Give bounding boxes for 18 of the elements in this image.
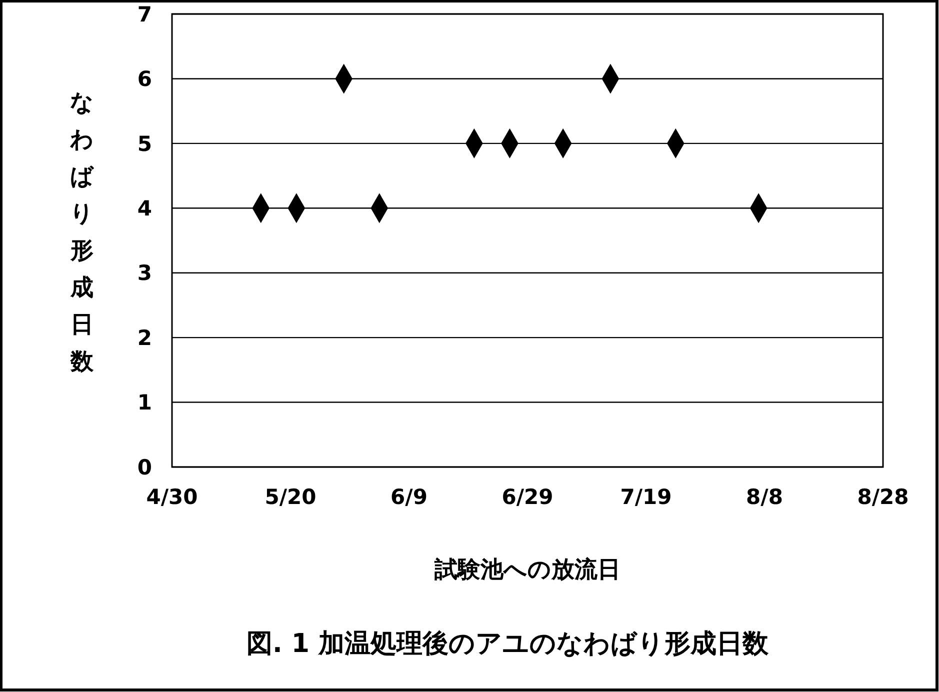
y-tick-label: 4 (137, 196, 152, 220)
x-tick-label: 6/29 (502, 484, 554, 509)
x-tick-label: 8/28 (857, 484, 909, 509)
x-tick-label: 5/20 (264, 484, 316, 509)
text: 図. 1 加温処理後のアユのなわばり形成日数 (246, 629, 770, 659)
x-tick-label: 7/19 (620, 484, 672, 509)
y-tick-label: 3 (137, 261, 152, 286)
x-tick-label: 4/30 (146, 484, 198, 509)
y-axis-title: なわばり形成日数 (69, 90, 95, 375)
x-tick-label: 6/9 (390, 484, 428, 509)
y-tick-label: 2 (137, 326, 152, 350)
y-tick-label: 5 (137, 132, 152, 156)
x-tick-label: 8/8 (746, 484, 783, 509)
y-tick-label: 6 (137, 67, 152, 92)
y-tick-label: 7 (137, 2, 152, 26)
y-tick-label: 0 (137, 455, 152, 480)
x-axis-title: 試験池への放流日 (434, 556, 620, 583)
y-tick-label: 1 (137, 390, 152, 415)
